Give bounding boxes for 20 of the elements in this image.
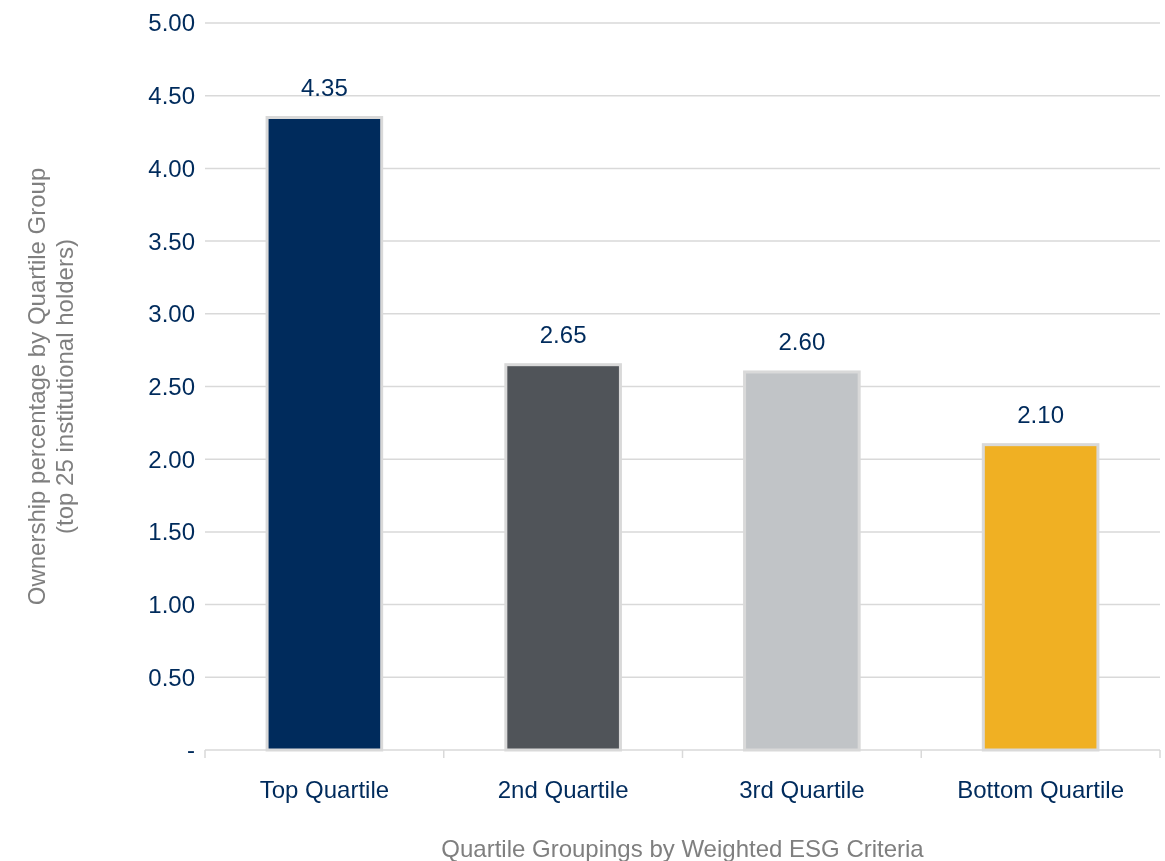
y-tick-label: 1.50 [148,518,195,546]
data-label: 4.35 [301,73,348,101]
y-tick-label: - [187,736,195,764]
y-tick-label: 5.00 [148,9,195,37]
y-tick-label: 1.00 [148,591,195,618]
x-tick-label: 2nd Quartile [497,776,629,803]
y-tick-label: 3.50 [148,227,195,255]
y-tick-label: 4.00 [148,154,195,182]
y-tick-label: 3.00 [148,300,195,328]
x-tick-label: Bottom Quartile [957,776,1124,803]
y-tick-label: 4.50 [148,82,195,110]
data-label: 2.60 [778,327,826,355]
data-label: 2.65 [539,320,587,348]
y-tick-label: 2.50 [148,372,195,400]
data-label: 2.10 [1017,400,1064,428]
y-tick-label: 0.50 [148,663,195,691]
y-axis-title: Ownership percentage by Quartile Group (top 25 institutional holders) [23,167,78,606]
x-tick-label: Top Quartile [259,776,390,803]
y-tick-label: 2.00 [148,445,195,473]
x-tick-label: 3rd Quartile [739,776,865,803]
